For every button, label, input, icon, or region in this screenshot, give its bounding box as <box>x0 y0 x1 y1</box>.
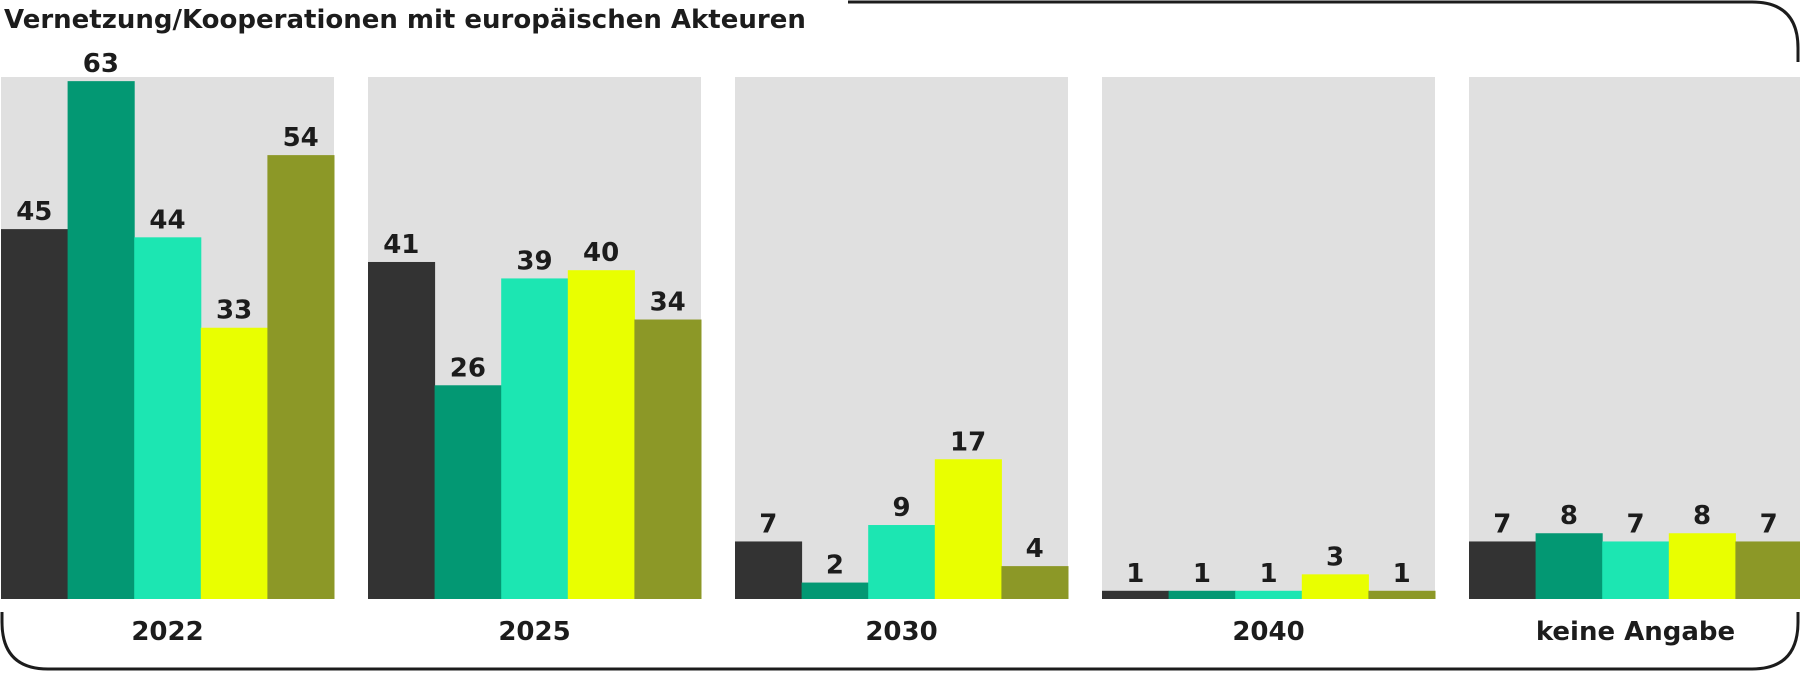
data-label: 1 <box>1126 559 1144 589</box>
bar <box>1168 590 1236 599</box>
bar <box>434 385 502 599</box>
bar <box>200 327 268 599</box>
data-label: 45 <box>16 197 52 227</box>
data-label: 40 <box>583 238 619 268</box>
data-label: 1 <box>1193 559 1211 589</box>
bar <box>368 261 436 599</box>
bar <box>1668 533 1736 599</box>
bar <box>1735 541 1800 599</box>
bar <box>567 270 635 599</box>
data-label: 1 <box>1259 559 1277 589</box>
bar <box>1102 590 1170 599</box>
category-panels <box>1 77 1800 599</box>
category-label: 2030 <box>865 617 937 647</box>
data-label: 44 <box>149 205 185 235</box>
data-label: 8 <box>1693 501 1711 531</box>
data-label: 7 <box>1760 509 1778 539</box>
frame-top-line <box>848 0 1800 62</box>
category-label: 2022 <box>131 617 203 647</box>
data-label: 54 <box>283 123 319 153</box>
bar <box>67 81 135 599</box>
category-panel <box>735 77 1068 599</box>
bar <box>1235 590 1303 599</box>
bar <box>634 319 702 599</box>
data-label: 26 <box>450 353 486 383</box>
bars <box>1 81 1800 599</box>
category-label: keine Angabe <box>1536 617 1735 647</box>
bar <box>1001 566 1069 599</box>
bar <box>501 278 569 599</box>
bar <box>868 525 936 599</box>
data-label: 8 <box>1560 501 1578 531</box>
bar <box>267 155 335 599</box>
data-label: 39 <box>516 246 552 276</box>
data-label: 4 <box>1026 534 1044 564</box>
data-label: 7 <box>1493 509 1511 539</box>
bar <box>934 459 1002 599</box>
data-label: 7 <box>759 509 777 539</box>
category-panel <box>1469 77 1800 599</box>
category-label: 2040 <box>1232 617 1304 647</box>
data-label: 2 <box>826 551 844 581</box>
data-label: 17 <box>950 427 986 457</box>
bar <box>1 229 69 599</box>
data-label: 63 <box>83 49 119 79</box>
bar <box>1602 541 1670 599</box>
chart-title: Vernetzung/Kooperationen mit europäische… <box>4 5 806 35</box>
data-label: 34 <box>650 288 686 318</box>
data-label: 7 <box>1626 509 1644 539</box>
category-label: 2025 <box>498 617 570 647</box>
bar <box>1535 533 1603 599</box>
bar <box>735 541 803 599</box>
data-label: 3 <box>1326 542 1344 572</box>
bar <box>1301 574 1369 599</box>
bar <box>1469 541 1537 599</box>
data-label: 9 <box>892 493 910 523</box>
data-label: 33 <box>216 296 252 326</box>
bar <box>134 237 202 599</box>
category-labels: 2022 2025 2030 2040 keine Angabe <box>131 617 1735 647</box>
data-label: 41 <box>383 230 419 260</box>
frame-bottom-bracket <box>0 612 1800 671</box>
data-label: 1 <box>1393 559 1411 589</box>
bar <box>801 582 869 599</box>
category-panel <box>1102 77 1435 599</box>
bar <box>1368 590 1436 599</box>
